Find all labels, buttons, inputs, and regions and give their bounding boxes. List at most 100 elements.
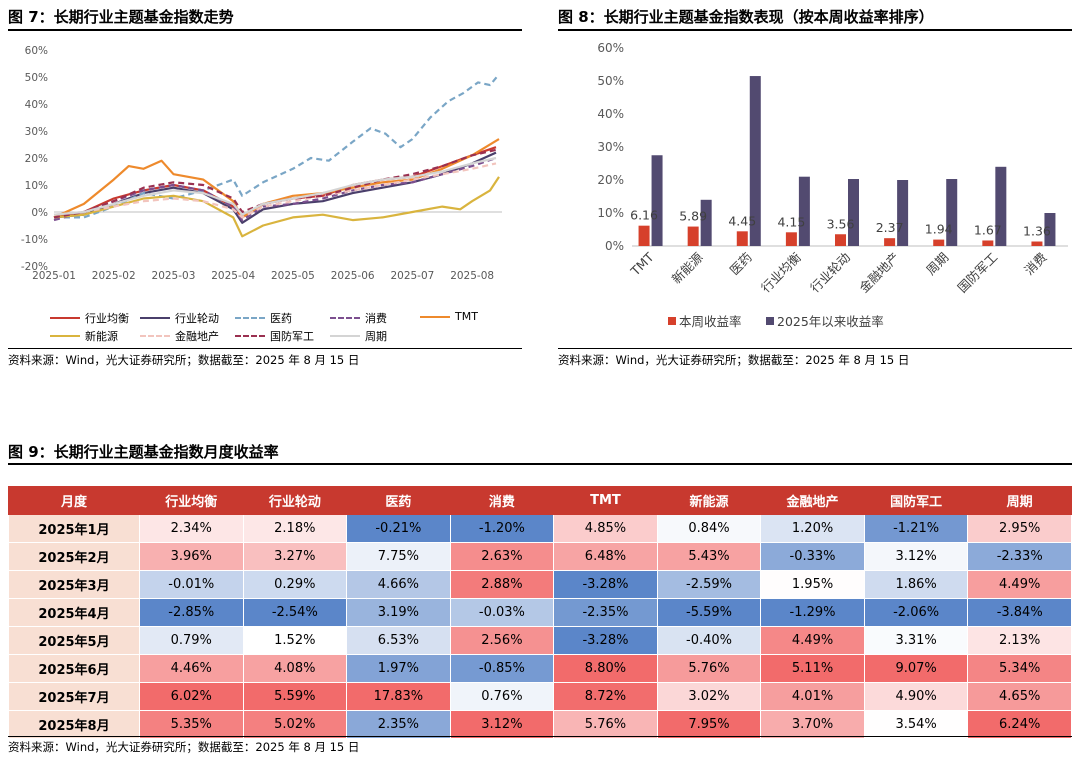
fig9-table-row: 2025年3月 -0.01% 0.29% 4.66% 2.88% -3.28% -2.59%… — [8, 570, 1072, 599]
fig9-column-header: 周期 — [967, 486, 1072, 515]
fig7-series-line-6 — [53, 162, 497, 219]
fig9-month-cell: 2025年5月 — [8, 626, 140, 655]
fig9-bottom-rule — [8, 736, 1072, 737]
fig9-table-row: 2025年4月 -2.85% -2.54% 3.19% -0.03% -2.35% -5.5… — [8, 598, 1072, 627]
fig9-value-cell: -5.59% — [656, 598, 762, 627]
fig8-category-label: 金融地产 — [856, 250, 902, 296]
fig8-bar-weekly — [933, 239, 945, 246]
fig8-y-tick-label: 40% — [597, 107, 624, 121]
fig9-value-cell: 6.02% — [139, 682, 244, 711]
fig9-value-cell: -0.03% — [449, 598, 555, 627]
fig7-title-rule — [8, 29, 522, 31]
fig8-title: 图 8：长期行业主题基金指数表现（按本周收益率排序） — [558, 8, 934, 26]
fig9-month-cell: 2025年3月 — [8, 570, 140, 599]
fig8-y-tick-label: 50% — [597, 74, 624, 88]
fig8-bar-weekly — [687, 226, 699, 246]
fig7-x-tick-label: 2025-08 — [450, 270, 494, 282]
fig9-column-header: 国防军工 — [863, 486, 969, 515]
fig9-table-row: 2025年7月 6.02% 5.59% 17.83% 0.76% 8.72% 3.02% 4.… — [8, 682, 1072, 711]
fig9-value-cell: 9.07% — [863, 654, 969, 683]
fig8-data-label: 1.94 — [925, 222, 953, 237]
fig9-title-rule — [8, 463, 1072, 465]
fig8-bar-ytd — [700, 199, 712, 246]
fig9-value-cell: -3.84% — [967, 598, 1072, 627]
fig9-value-cell: 2.13% — [967, 626, 1072, 655]
fig9-value-cell: 2.56% — [449, 626, 555, 655]
fig8-bar-chart: 0% 10% 20% 30% 40% 50% 60% 6.16 TMT 5.89 新能源 4.45 医药… — [597, 41, 1068, 329]
fig7-legend-label: 国防军工 — [270, 330, 314, 343]
fig9-value-cell: 1.97% — [346, 654, 451, 683]
fig9-value-cell: 5.11% — [760, 654, 865, 683]
fig9-table-row: 2025年2月 3.96% 3.27% 7.75% 2.63% 6.48% 5.43% -0.… — [8, 542, 1072, 571]
fig9-value-cell: -2.85% — [139, 598, 244, 627]
fig8-title-rule — [558, 29, 1072, 31]
fig7-legend-label: 医药 — [270, 312, 292, 325]
fig7-x-tick-label: 2025-04 — [211, 270, 255, 282]
fig9-column-header: 新能源 — [656, 486, 762, 515]
fig7-legend-label: 金融地产 — [175, 330, 219, 343]
fig7-y-tick-label: 60% — [25, 45, 48, 57]
fig9-value-cell: -2.06% — [863, 598, 969, 627]
fig8-data-label: 1.36 — [1023, 224, 1051, 239]
fig7-legend-swatch — [330, 317, 360, 319]
fig7-y-tick-label: 0% — [31, 207, 48, 219]
fig9-value-cell: 5.43% — [656, 542, 762, 571]
fig9-value-cell: 4.49% — [760, 626, 865, 655]
fig8-bar-weekly — [884, 238, 896, 246]
fig9-value-cell: 3.02% — [656, 682, 762, 711]
fig9-value-cell: 1.20% — [760, 514, 865, 543]
fig9-value-cell: 8.72% — [553, 682, 658, 711]
fig9-value-cell: -0.33% — [760, 542, 865, 571]
fig9-value-cell: 5.34% — [967, 654, 1072, 683]
fig7-y-tick-label: 40% — [25, 99, 48, 111]
fig9-value-cell: 1.86% — [863, 570, 969, 599]
fig8-data-label: 3.56 — [827, 216, 855, 231]
fig7-legend-swatch — [235, 335, 265, 337]
fig9-month-cell: 2025年6月 — [8, 654, 140, 683]
fig7-x-tick-label: 2025-03 — [152, 270, 196, 282]
fig9-value-cell: 0.79% — [139, 626, 244, 655]
fig8-bar-ytd — [848, 179, 859, 246]
fig9-value-cell: -2.54% — [242, 598, 348, 627]
fig9-column-header: TMT — [553, 486, 658, 515]
fig8-bar-weekly — [736, 231, 748, 246]
fig7-legend-label: 行业轮动 — [175, 312, 219, 325]
fig9-value-cell: 5.02% — [242, 710, 348, 739]
fig7-legend-swatch — [235, 317, 265, 319]
fig7-y-tick-label: 30% — [25, 126, 48, 138]
fig9-value-cell: 4.90% — [863, 682, 969, 711]
fig9-value-cell: 5.76% — [553, 710, 658, 739]
fig8-bottom-rule — [558, 348, 1072, 349]
fig9-value-cell: 3.70% — [760, 710, 865, 739]
fig7-legend-item: 周期 — [330, 328, 387, 344]
fig9-month-cell: 2025年8月 — [8, 710, 140, 739]
fig8-y-tick-label: 20% — [597, 173, 624, 187]
fig9-value-cell: 1.95% — [760, 570, 865, 599]
fig9-heatmap-table: 月度 行业均衡 行业轮动 医药 消费 TMT 新能源 金融地产 国防军工 周期 2025年1月 2.… — [8, 486, 1072, 739]
fig8-legend-label-ytd: 2025年以来收益率 — [777, 314, 884, 329]
fig9-value-cell: 4.46% — [139, 654, 244, 683]
fig9-value-cell: -2.33% — [967, 542, 1072, 571]
fig9-value-cell: 4.65% — [967, 682, 1072, 711]
fig9-value-cell: 0.76% — [449, 682, 555, 711]
fig9-value-cell: 3.54% — [863, 710, 969, 739]
fig7-title: 图 7：长期行业主题基金指数走势 — [8, 8, 234, 26]
fig8-data-label: 4.45 — [728, 213, 756, 228]
fig9-value-cell: 5.76% — [656, 654, 762, 683]
fig9-table-row: 2025年6月 4.46% 4.08% 1.97% -0.85% 8.80% 5.76% 5.… — [8, 654, 1072, 683]
fig9-table-row: 2025年8月 5.35% 5.02% 2.35% 3.12% 5.76% 7.95% 3.7… — [8, 710, 1072, 739]
fig9-value-cell: -1.21% — [863, 514, 969, 543]
fig8-category-label: TMT — [627, 249, 657, 279]
fig7-legend-item: 行业轮动 — [140, 310, 219, 326]
fig7-y-tick-label: -20% — [21, 261, 48, 273]
fig8-bar-weekly — [835, 234, 846, 246]
fig7-y-tick-label: 20% — [25, 153, 48, 165]
fig9-column-header: 行业轮动 — [242, 486, 348, 515]
fig8-data-label: 4.15 — [777, 214, 805, 229]
fig7-legend-item: 新能源 — [50, 328, 118, 344]
fig9-value-cell: 2.95% — [967, 514, 1072, 543]
fig7-legend-item: 国防军工 — [235, 328, 314, 344]
fig9-value-cell: 3.19% — [346, 598, 451, 627]
fig9-column-header: 金融地产 — [760, 486, 865, 515]
fig7-y-tick-label: -10% — [21, 234, 48, 246]
